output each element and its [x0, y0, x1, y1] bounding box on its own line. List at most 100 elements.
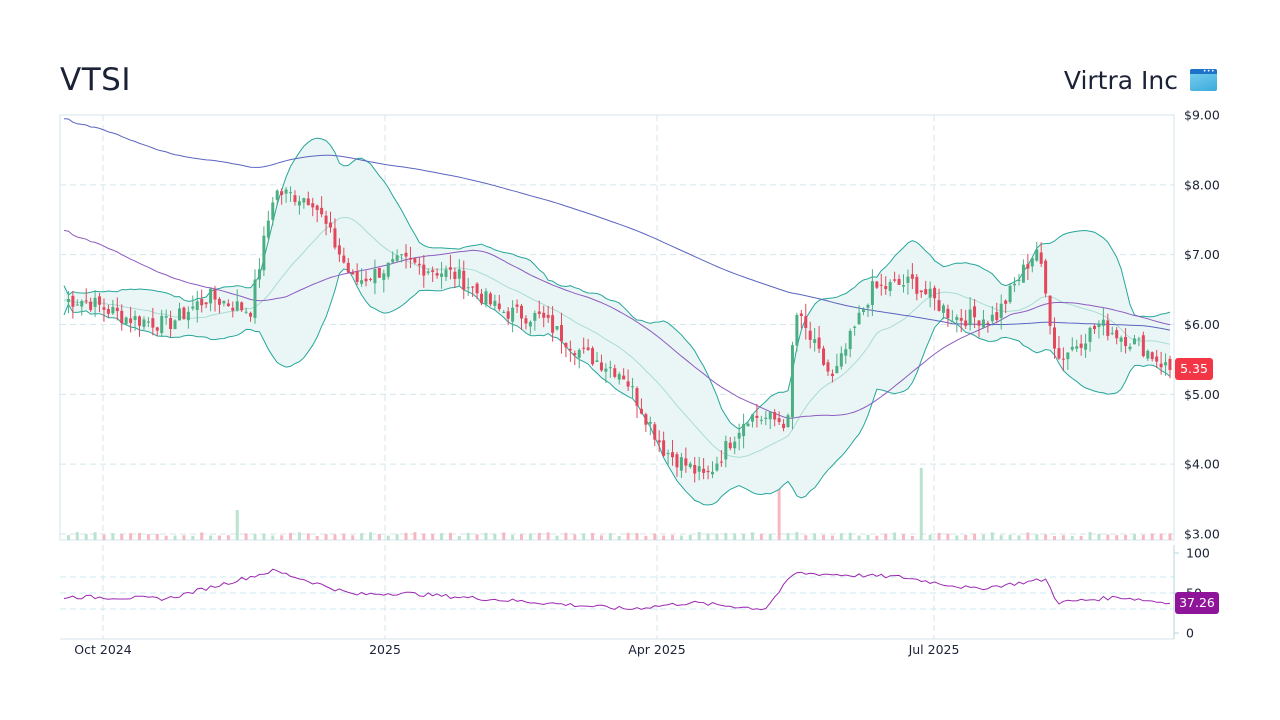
candle-up — [857, 312, 861, 325]
candle-down — [120, 310, 124, 324]
volume-bar — [253, 534, 257, 540]
candle-down — [933, 287, 937, 299]
candle-up — [848, 330, 852, 350]
candle-up — [862, 309, 866, 312]
volume-bar — [484, 532, 488, 540]
candle-down — [875, 281, 879, 288]
candle-down — [115, 307, 119, 312]
candle-down — [320, 207, 324, 215]
volume-bar — [759, 533, 763, 540]
candle-down — [626, 381, 630, 387]
candle-up — [177, 308, 181, 321]
candle-up — [866, 304, 870, 308]
candle-down — [329, 222, 333, 228]
volume-bar — [1053, 535, 1057, 540]
volume-bar — [1026, 532, 1030, 540]
candle-down — [129, 318, 133, 323]
volume-bar — [591, 533, 595, 540]
volume-bar — [395, 534, 399, 540]
volume-bar — [564, 532, 568, 540]
candle-down — [964, 320, 968, 326]
candle-up — [1137, 338, 1141, 340]
candle-down — [488, 293, 492, 305]
candle-down — [622, 375, 626, 380]
candle-down — [644, 414, 648, 425]
volume-bar — [271, 535, 275, 540]
volume-bar — [244, 533, 248, 540]
y-axis-label: $6.00 — [1184, 317, 1220, 332]
candle-up — [382, 273, 386, 280]
candle-down — [879, 284, 883, 286]
volume-bar — [617, 535, 621, 540]
candle-up — [124, 317, 128, 324]
candle-up — [533, 313, 537, 321]
volume-bar — [111, 533, 115, 540]
volume-bar — [795, 532, 799, 540]
candle-down — [755, 415, 759, 418]
candle-down — [368, 278, 372, 280]
candle-down — [1079, 343, 1083, 348]
volume-bar — [1044, 534, 1048, 540]
sma-200-line — [63, 118, 1171, 331]
volume-bar — [1132, 534, 1136, 540]
candle-up — [835, 365, 839, 374]
candle-down — [217, 298, 221, 305]
candle-down — [613, 368, 617, 377]
candle-up — [666, 453, 670, 455]
rsi-axis-label: 0 — [1186, 626, 1194, 641]
candle-down — [89, 301, 93, 310]
sma-50-line — [63, 229, 1171, 419]
browser-window-icon: ••• — [1190, 69, 1217, 91]
volume-bar — [1097, 533, 1101, 540]
candle-down — [1155, 356, 1159, 362]
candle-down — [471, 286, 475, 288]
candle-down — [280, 191, 284, 195]
volume-bar — [955, 535, 959, 540]
bb-lower — [63, 268, 1171, 506]
bollinger-bands — [63, 137, 1171, 506]
company-name: Virtra Inc — [1063, 66, 1178, 95]
candle-down — [977, 320, 981, 326]
candle-down — [893, 279, 897, 281]
candle-down — [586, 347, 590, 350]
candle-down — [702, 468, 706, 473]
candle-down — [684, 458, 688, 466]
candle-down — [1026, 264, 1030, 269]
candle-down — [364, 278, 368, 282]
candle-down — [71, 295, 75, 307]
candle-down — [559, 325, 563, 342]
rsi-line — [63, 568, 1171, 611]
candle-up — [66, 298, 70, 303]
candle-up — [981, 319, 985, 328]
x-axis-label: Oct 2024 — [74, 642, 131, 657]
candle-down — [551, 315, 555, 333]
volume-bar — [146, 534, 150, 540]
candle-up — [888, 282, 892, 291]
volume-bar — [262, 533, 266, 540]
ticker-symbol: VTSI — [60, 62, 131, 98]
volume-bar — [120, 533, 124, 540]
y-axis-label: $8.00 — [1184, 177, 1220, 192]
candle-down — [169, 318, 173, 330]
candle-up — [1017, 279, 1021, 281]
candle-down — [573, 353, 577, 356]
candle-up — [444, 269, 448, 278]
candle-down — [1004, 300, 1008, 304]
candle-down — [728, 442, 732, 449]
candle-up — [746, 423, 750, 427]
candle-up — [111, 307, 115, 314]
bb-middle — [63, 216, 1171, 458]
y-axis-label: $4.00 — [1184, 457, 1220, 472]
candle-down — [924, 289, 928, 295]
candle-up — [1128, 346, 1132, 350]
volume-bar — [813, 533, 817, 540]
candle-up — [608, 367, 612, 369]
volume-bar — [750, 532, 754, 540]
volume-bar — [910, 535, 914, 540]
volume-bar — [804, 535, 808, 540]
volume-bar — [626, 532, 630, 540]
candle-down — [315, 205, 319, 210]
candle-up — [1088, 327, 1092, 342]
candle-down — [777, 418, 781, 423]
